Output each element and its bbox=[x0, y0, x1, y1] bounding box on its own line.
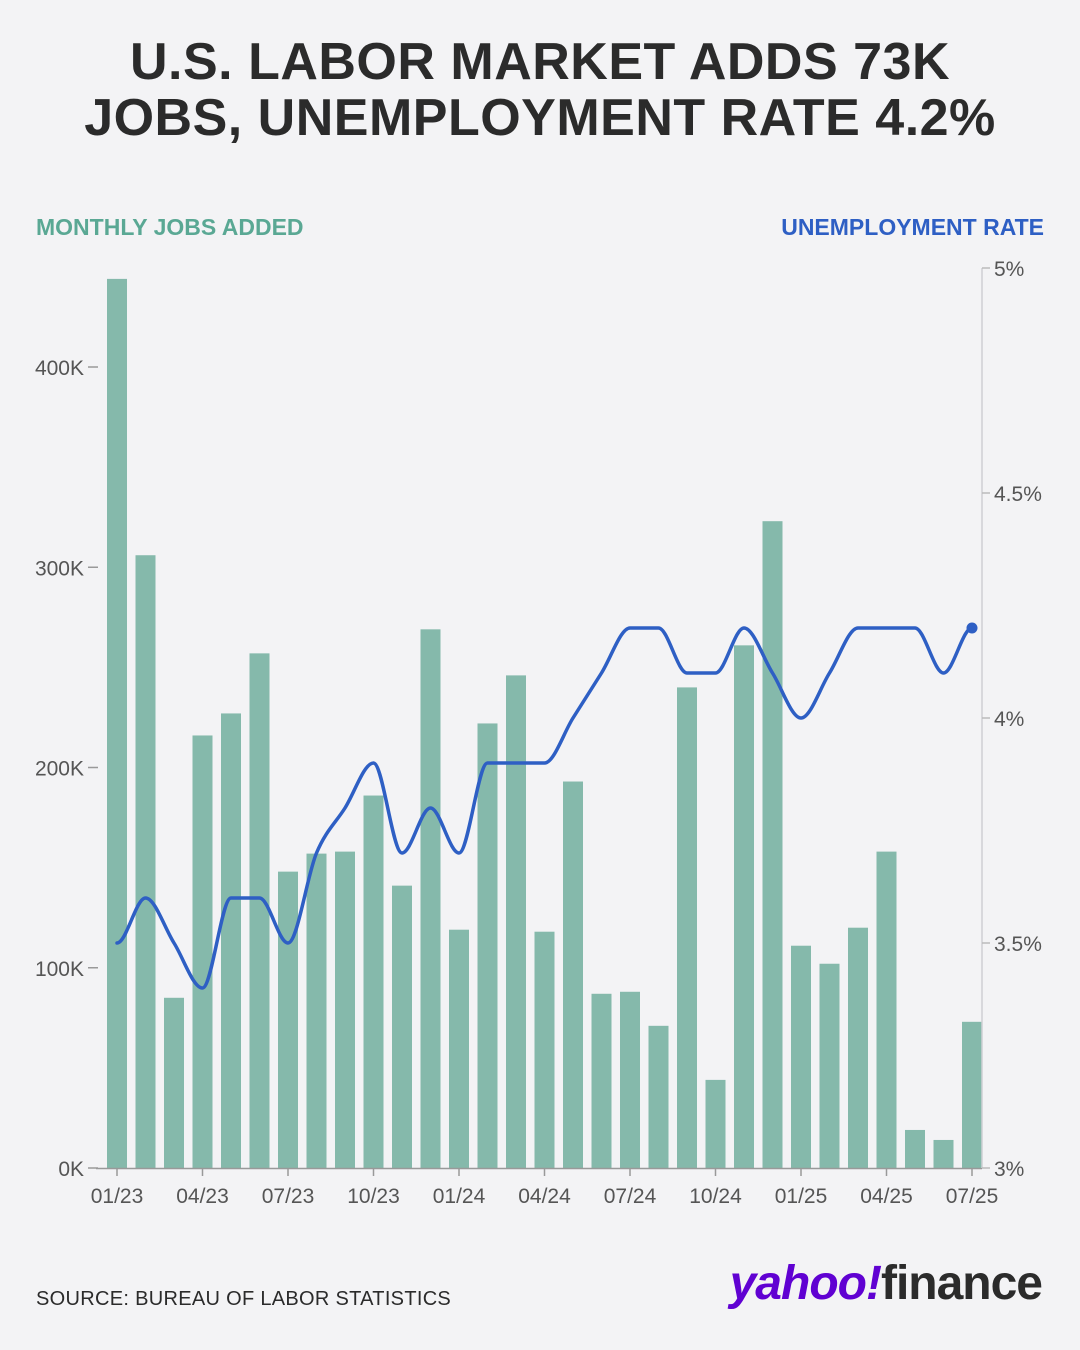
bar-12/24 bbox=[762, 521, 783, 1168]
title-line-2: JOBS, UNEMPLOYMENT RATE 4.2% bbox=[84, 89, 996, 147]
x-tick-label: 10/23 bbox=[347, 1185, 400, 1208]
left-tick-label: 100K bbox=[35, 958, 84, 981]
bar-03/25 bbox=[848, 927, 868, 1168]
chart-title: U.S. LABOR MARKET ADDS 73K JOBS, UNEMPLO… bbox=[0, 34, 1080, 146]
bar-07/23 bbox=[278, 871, 298, 1168]
bar-02/25 bbox=[819, 963, 840, 1168]
bar-11/23 bbox=[392, 885, 412, 1168]
axes-group: 0K 100K 200K 300K 400K 3% 3.5% 4% 4.5% 5% 01/23 04/… bbox=[35, 258, 1042, 1208]
bar-04/25 bbox=[876, 851, 897, 1168]
bar-01/24 bbox=[449, 929, 469, 1168]
x-tick-label: 04/25 bbox=[860, 1185, 913, 1208]
right-tick-label: 4.5% bbox=[994, 483, 1042, 506]
logo-yahoo: yahoo! bbox=[729, 1257, 882, 1310]
bar-02/23 bbox=[135, 555, 156, 1168]
bar-08/24 bbox=[648, 1025, 669, 1168]
unemployment-rate-line bbox=[115, 626, 974, 990]
x-tick-label: 04/23 bbox=[176, 1185, 229, 1208]
bar-03/23 bbox=[164, 997, 184, 1168]
left-tick-label: 400K bbox=[35, 357, 84, 380]
yahoo-finance-logo: yahoo!finance bbox=[729, 1256, 1043, 1311]
right-tick-label: 5% bbox=[994, 258, 1024, 281]
left-axis-title: MONTHLY JOBS ADDED bbox=[36, 214, 304, 240]
right-tick-label: 3.5% bbox=[994, 933, 1042, 956]
right-axis-title: UNEMPLOYMENT RATE bbox=[781, 214, 1044, 240]
line-group bbox=[115, 622, 978, 990]
bar-10/23 bbox=[363, 795, 384, 1168]
bar-09/23 bbox=[335, 851, 355, 1168]
bar-01/25 bbox=[791, 945, 811, 1168]
right-tick-label: 4% bbox=[994, 708, 1024, 731]
bar-04/23 bbox=[192, 735, 213, 1168]
x-tick-label: 01/24 bbox=[433, 1185, 486, 1208]
last-point-marker bbox=[966, 622, 978, 634]
bar-02/24 bbox=[477, 723, 498, 1168]
bar-06/25 bbox=[933, 1139, 954, 1168]
bar-10/24 bbox=[705, 1079, 726, 1168]
bar-08/23 bbox=[306, 853, 327, 1168]
bar-04/24 bbox=[534, 931, 555, 1168]
x-tick-label: 10/24 bbox=[689, 1185, 742, 1208]
x-tick-label: 07/24 bbox=[604, 1185, 657, 1208]
bar-06/23 bbox=[249, 653, 270, 1168]
bar-07/24 bbox=[620, 991, 640, 1168]
x-tick-label: 07/25 bbox=[946, 1185, 999, 1208]
right-tick-label: 3% bbox=[994, 1158, 1024, 1181]
left-tick-label: 0K bbox=[58, 1158, 84, 1181]
bar-05/23 bbox=[221, 713, 241, 1168]
bar-01/23 bbox=[107, 278, 127, 1168]
left-tick-label: 200K bbox=[35, 758, 84, 781]
bars-group bbox=[107, 278, 982, 1168]
logo-finance: finance bbox=[880, 1257, 1043, 1310]
left-tick-label: 300K bbox=[35, 557, 84, 580]
bar-07/25 bbox=[962, 1021, 982, 1168]
bar-05/24 bbox=[563, 781, 583, 1168]
x-tick-label: 04/24 bbox=[518, 1185, 571, 1208]
x-tick-label: 01/25 bbox=[775, 1185, 828, 1208]
bar-11/24 bbox=[734, 645, 754, 1168]
bar-06/24 bbox=[591, 993, 612, 1168]
bar-05/25 bbox=[905, 1129, 925, 1168]
x-tick-label: 07/23 bbox=[262, 1185, 315, 1208]
x-tick-label: 01/23 bbox=[91, 1185, 144, 1208]
source-note: SOURCE: BUREAU OF LABOR STATISTICS bbox=[36, 1288, 452, 1310]
bar-09/24 bbox=[677, 687, 697, 1168]
bar-12/23 bbox=[420, 629, 441, 1168]
bar-03/24 bbox=[506, 675, 526, 1168]
chart-area: 0K 100K 200K 300K 400K 3% 3.5% 4% 4.5% 5% 01/23 04/… bbox=[35, 258, 1042, 1208]
title-line-1: U.S. LABOR MARKET ADDS 73K bbox=[129, 33, 950, 91]
